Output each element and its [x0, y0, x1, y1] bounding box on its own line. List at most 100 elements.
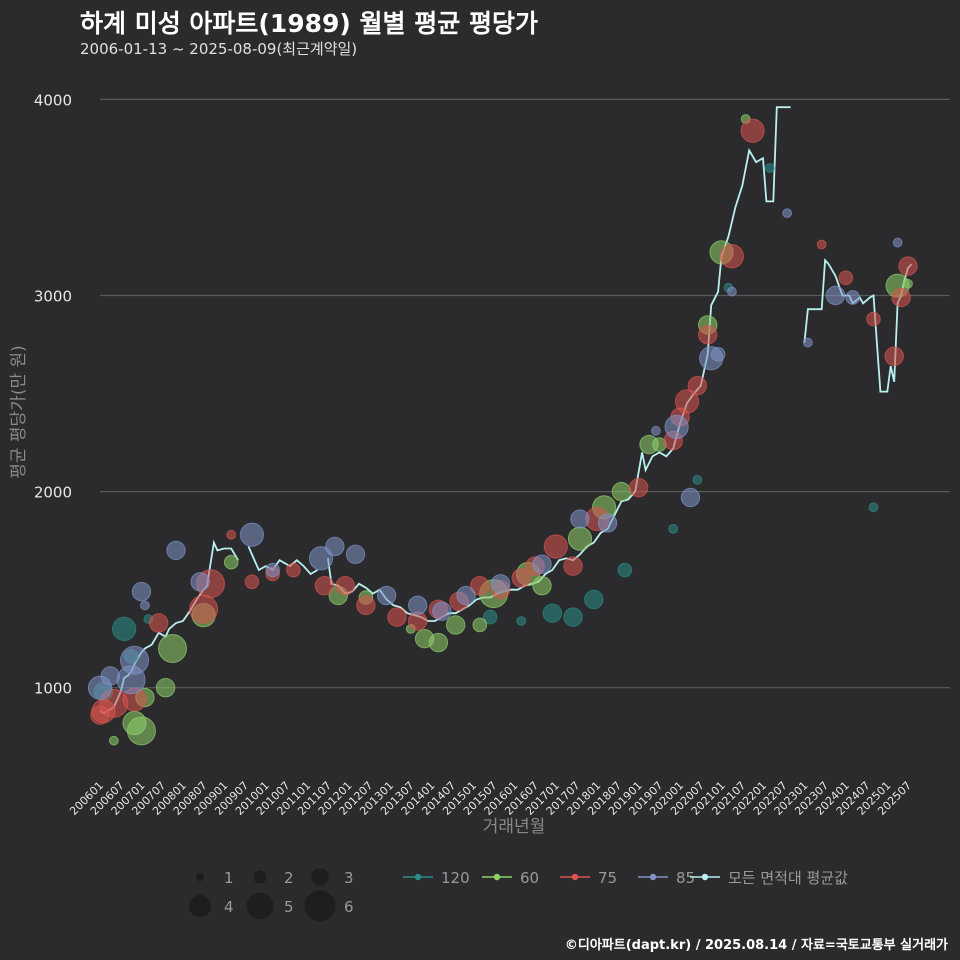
point-85 [139, 600, 150, 611]
point-85 [490, 574, 511, 594]
legend-marker [493, 873, 501, 881]
point-85 [166, 540, 186, 561]
y-tick-label: 3000 [34, 287, 72, 305]
point-85 [190, 572, 210, 592]
size-legend-label: 5 [284, 898, 294, 916]
point-85 [456, 585, 476, 606]
point-85 [802, 337, 813, 348]
legend-label: 120 [441, 869, 470, 887]
point-75 [884, 346, 904, 366]
point-85 [680, 487, 701, 508]
size-legend-label: 2 [284, 869, 294, 887]
point-120 [112, 616, 137, 641]
legend-label: 모든 면적대 평균값 [728, 869, 848, 887]
point-85 [239, 522, 265, 547]
point-60 [155, 678, 176, 698]
point-60 [158, 633, 188, 663]
y-axis-label: 평균 평당가(만 원) [9, 345, 29, 479]
size-legend-dot [304, 890, 336, 922]
point-75 [149, 613, 169, 633]
y-tick-label: 1000 [34, 680, 72, 698]
point-85 [376, 585, 397, 606]
point-60 [903, 278, 913, 289]
point-120 [482, 609, 498, 625]
point-75 [286, 562, 301, 578]
average-line-segment [327, 106, 791, 622]
legend-marker [649, 873, 657, 881]
x-axis-label: 거래년월 [483, 817, 546, 837]
chart-title: 하계 미성 아파트(1989) 월별 평균 평당가 [80, 9, 538, 38]
data-points [87, 114, 918, 746]
legend-label: 85 [676, 869, 695, 887]
point-120 [563, 607, 583, 627]
legend-marker [701, 873, 709, 881]
point-60 [567, 526, 593, 551]
size-legend-dot [311, 868, 329, 886]
point-120 [868, 502, 879, 513]
point-75 [866, 311, 881, 327]
point-85 [407, 595, 428, 616]
average-line-segment [247, 546, 318, 576]
point-85 [845, 290, 861, 305]
size-legend-label: 4 [224, 898, 234, 916]
point-75 [563, 556, 583, 576]
point-120 [542, 603, 563, 623]
credit-line: ©디아파트(dapt.kr) / 2025.08.14 / 자료=국토교통부 실… [564, 938, 948, 953]
point-60 [223, 554, 239, 570]
point-75 [891, 287, 911, 308]
point-85 [710, 347, 726, 362]
size-legend-label: 6 [344, 898, 354, 916]
point-75 [356, 595, 376, 616]
y-tick-label: 2000 [34, 484, 72, 502]
legend: 1 2 3 4 5 6 120 60 75 85 모든 면적대 평균값 [188, 868, 848, 922]
point-85 [432, 601, 452, 621]
point-75 [189, 594, 219, 624]
point-85 [345, 544, 366, 565]
chart-subtitle: 2006-01-13 ~ 2025-08-09(최근계약일) [80, 40, 358, 58]
point-60 [445, 615, 466, 635]
point-75 [543, 534, 568, 559]
point-85 [664, 414, 689, 439]
point-75 [511, 568, 531, 588]
point-85 [265, 562, 280, 578]
x-tick-labels: 2006012006072007012007072008012008072009… [67, 779, 914, 818]
point-85 [825, 285, 846, 306]
point-85 [308, 546, 334, 571]
point-75 [719, 244, 744, 269]
size-legend-dot [195, 872, 205, 882]
point-75 [470, 576, 490, 596]
point-60 [108, 735, 119, 746]
point-75 [740, 118, 765, 143]
y-tick-label: 4000 [34, 91, 72, 109]
point-75 [838, 270, 854, 286]
size-legend-label: 1 [224, 869, 234, 887]
point-75 [335, 576, 355, 596]
point-120 [668, 523, 679, 534]
point-85 [597, 513, 618, 533]
point-75 [314, 576, 335, 596]
point-60 [472, 617, 488, 633]
size-legend-dot [246, 892, 274, 920]
point-85 [131, 581, 152, 602]
gridlines [100, 98, 950, 689]
point-60 [611, 481, 632, 502]
point-75 [628, 477, 649, 498]
point-60 [532, 576, 552, 596]
point-75 [387, 607, 407, 627]
point-85 [570, 509, 590, 529]
legend-label: 60 [520, 869, 539, 887]
size-legend-label: 3 [344, 869, 354, 887]
legend-marker [571, 873, 579, 881]
point-85 [532, 554, 552, 574]
point-120 [516, 616, 527, 626]
legend-label: 75 [598, 869, 617, 887]
point-75 [226, 529, 237, 540]
point-85 [651, 425, 661, 436]
point-85 [782, 208, 793, 219]
point-75 [687, 376, 708, 396]
y-tick-labels: 1000 2000 3000 4000 [34, 91, 72, 697]
point-120 [692, 474, 703, 485]
point-75 [898, 256, 918, 276]
point-120 [764, 163, 775, 173]
